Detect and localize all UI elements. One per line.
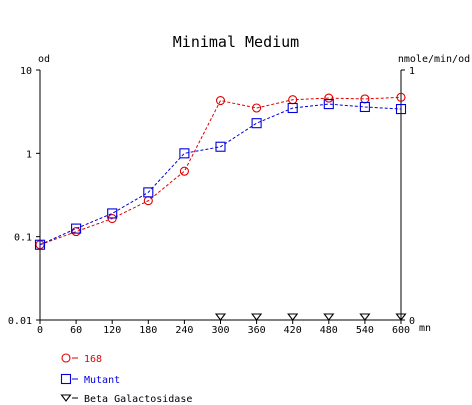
x-tick-label: 60	[70, 325, 82, 336]
x-ticks: 0 60 120 180 240 300 360 420 480 540 600	[37, 320, 410, 336]
data-point	[215, 141, 226, 152]
right-axis-unit: nmole/min/od	[398, 54, 470, 65]
series-layer	[34, 92, 407, 321]
data-point	[251, 313, 263, 321]
y-right-tick-label: 1	[409, 66, 415, 77]
legend: 168 Mutant Beta Galactosidase	[60, 353, 192, 405]
series-0	[35, 92, 406, 250]
data-point	[287, 313, 299, 321]
y-left-tick-label: 10	[20, 66, 32, 77]
data-point	[179, 166, 189, 176]
data-point	[214, 313, 227, 321]
data-point	[34, 239, 46, 250]
series-line	[39, 103, 402, 246]
legend-marker	[60, 373, 72, 385]
x-tick-label: 120	[103, 325, 121, 336]
data-point	[324, 93, 334, 103]
data-point	[251, 118, 262, 129]
data-point	[396, 92, 406, 102]
legend-item: Beta Galactosidase	[60, 394, 192, 405]
legend-marker	[61, 353, 71, 363]
data-point	[359, 313, 371, 321]
x-tick-label: 420	[284, 325, 302, 336]
y-left-tick-label: 1	[26, 149, 32, 160]
y-right-ticks: 10	[401, 66, 415, 327]
x-tick-label: 180	[139, 325, 157, 336]
x-tick-label: 240	[175, 325, 193, 336]
y-left-tick-label: 0.1	[14, 233, 32, 244]
chart-title: Minimal Medium	[173, 33, 299, 51]
legend-label: Beta Galactosidase	[84, 394, 192, 405]
x-tick-label: 600	[392, 325, 410, 336]
data-point	[143, 187, 154, 198]
legend-item: Mutant	[60, 373, 120, 386]
y-left-tick-label: 0.01	[8, 316, 32, 327]
series-1	[34, 99, 407, 250]
x-tick-label: 540	[356, 325, 374, 336]
y-right-tick-label: 0	[409, 316, 415, 327]
data-point	[71, 227, 81, 237]
legend-label: Mutant	[84, 375, 120, 386]
data-point	[395, 313, 407, 321]
legend-item: 168	[61, 353, 102, 365]
legend-marker	[60, 394, 72, 402]
data-point	[395, 103, 407, 115]
y-left-ticks: 10 1 0.1 0.01	[8, 66, 40, 327]
x-tick-label: 300	[211, 325, 229, 336]
data-point	[252, 103, 262, 113]
x-tick-label: 360	[248, 325, 266, 336]
data-point	[71, 223, 82, 234]
left-axis-unit: od	[38, 54, 50, 65]
x-axis-unit: mn	[419, 323, 431, 334]
data-point	[323, 99, 334, 110]
x-tick-label: 0	[37, 325, 43, 336]
data-point	[215, 95, 226, 106]
data-point	[107, 213, 117, 224]
data-point	[287, 102, 298, 114]
data-point	[179, 148, 190, 159]
x-tick-label: 480	[320, 325, 338, 336]
data-point	[323, 313, 335, 321]
legend-label: 168	[84, 354, 102, 365]
series-2	[214, 313, 407, 321]
series-line	[39, 96, 402, 246]
data-point	[359, 101, 370, 113]
data-point	[107, 208, 118, 219]
